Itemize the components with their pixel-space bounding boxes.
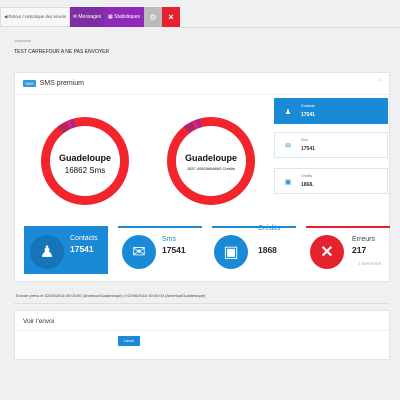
mini-card-sms[interactable]: ✉ Sms 17541 <box>274 132 388 158</box>
stat-sms: ✉ Sms 17541 <box>118 226 202 274</box>
gear-icon[interactable]: ⚙ <box>144 7 162 27</box>
page-subtitle: Vos'envoi <box>14 38 31 43</box>
donut-subtitle: 1837.40826666665 Crédits <box>167 166 255 171</box>
money-icon: ▣ <box>214 235 248 269</box>
stat-errors: ✕ Erreurs 217 <box>306 226 390 274</box>
tab-statistiques[interactable]: ▦ Statistiques <box>104 7 144 27</box>
mini-card-label: Crédits <box>301 174 312 178</box>
x-icon: ✕ <box>310 235 344 269</box>
export-button[interactable]: ⇩ EXPORTER <box>358 262 381 266</box>
stat-label: Crédits <box>258 225 280 232</box>
person-icon: ♟ <box>281 105 295 119</box>
stat-value: 17541 <box>70 244 94 254</box>
stat-contacts: ♟ Contacts 17541 <box>24 226 108 274</box>
mini-card-value: 17541 <box>301 112 315 118</box>
envelope-icon: ✉ <box>281 139 295 153</box>
close-icon[interactable]: × <box>162 7 180 27</box>
tab-bar-filler <box>180 6 400 28</box>
campaign-name: TEST CARREFOUR A NE PAS ENVOYER <box>14 49 109 55</box>
tab-bar: ◀ Retour / Historique des envois ✉ Messa… <box>0 6 400 28</box>
mini-card-label: Sms <box>301 138 308 142</box>
voir-envoi-panel: Voir l'envoi Lancer <box>14 310 390 360</box>
panel-header[interactable]: SMS SMS premium ⌃ <box>15 73 389 95</box>
stat-value: 17541 <box>162 245 186 255</box>
mini-card-value: 17541 <box>301 146 315 152</box>
donut-subtitle: 16862 Sms <box>41 166 129 175</box>
divider <box>15 330 389 331</box>
sms-badge: SMS <box>23 80 36 87</box>
mini-card-contacts[interactable]: ♟ Contacts 17541 <box>274 98 388 124</box>
stat-value: 1868 <box>258 245 277 255</box>
donut-title: Guadeloupe <box>167 153 255 163</box>
stat-credits: ▣ Crédits 1868 <box>212 226 296 274</box>
voir-envoi-title: Voir l'envoi <box>23 318 54 325</box>
divider <box>14 303 390 304</box>
mini-card-credits[interactable]: ▣ Crédits 1868. <box>274 168 388 194</box>
sms-donut-chart: Guadeloupe 16862 Sms <box>41 117 129 205</box>
envelope-icon: ✉ <box>122 235 156 269</box>
back-history-tab[interactable]: ◀ Retour / Historique des envois <box>0 7 70 27</box>
mini-card-label: Contacts <box>301 104 315 108</box>
lancer-button[interactable]: Lancer <box>118 336 140 346</box>
collapse-caret-icon[interactable]: ⌃ <box>379 79 383 85</box>
donut-title: Guadeloupe <box>41 153 129 163</box>
stat-label: Erreurs <box>352 236 375 243</box>
stat-label: Contacts <box>70 235 98 242</box>
tab-messages[interactable]: ✉ Messages <box>70 7 104 27</box>
mini-card-value: 1868. <box>301 182 314 188</box>
credits-donut-chart: Guadeloupe 1837.40826666665 Crédits <box>167 117 255 205</box>
money-icon: ▣ <box>281 175 295 189</box>
stat-value: 217 <box>352 245 366 255</box>
scheduled-send-line: Envoie prévu le 02/06/2016 00:00:00 (Ame… <box>16 293 205 298</box>
panel-title: SMS premium <box>40 80 84 87</box>
person-icon: ♟ <box>30 235 64 269</box>
stat-label: Sms <box>162 236 176 243</box>
